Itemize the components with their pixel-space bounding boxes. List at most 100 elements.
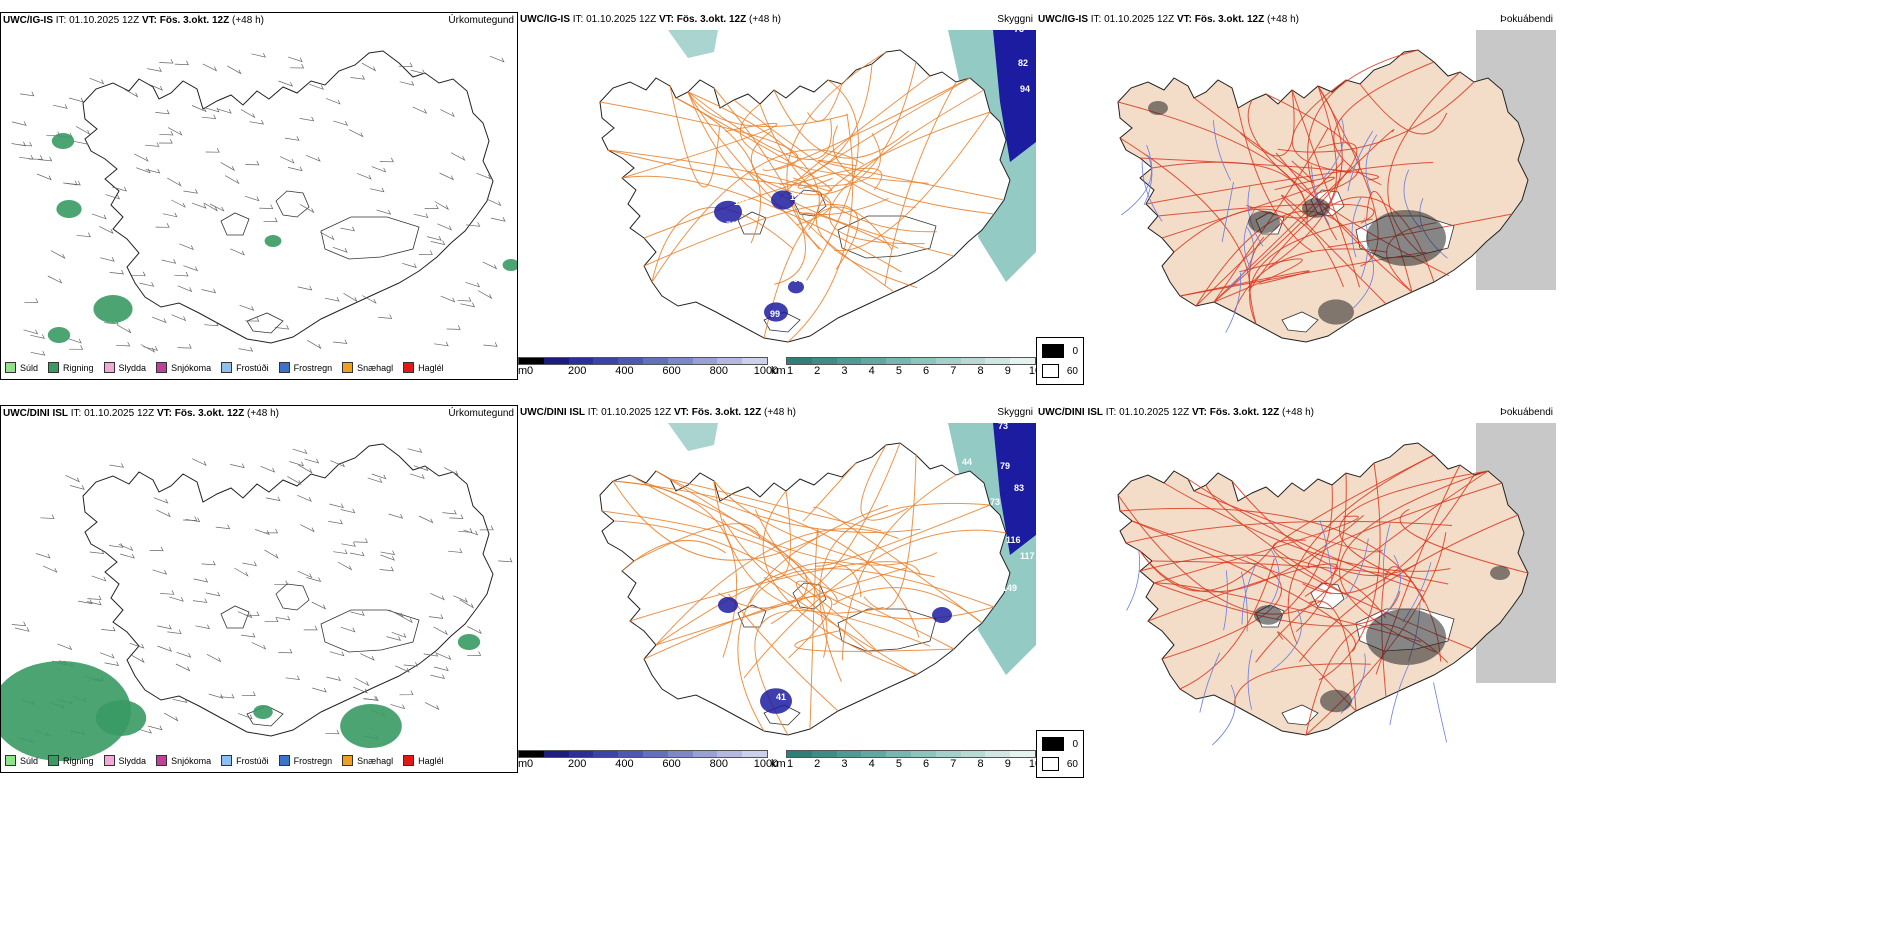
wind-barb (237, 611, 253, 619)
river-line (1360, 217, 1369, 279)
wind-barb (297, 570, 313, 579)
colorbar-tick-label: 2 (814, 365, 821, 377)
wind-barb (101, 626, 116, 632)
cloud-base-label: 116 (1006, 535, 1021, 545)
wind-barb (135, 167, 151, 174)
panel-type-label: Skyggni (997, 14, 1033, 25)
legend-item: Frostregn (278, 362, 332, 373)
wind-barb (174, 271, 189, 277)
wind-barb (116, 341, 131, 347)
rain-area (502, 259, 517, 271)
legend-label: Rigning (63, 362, 94, 373)
wind-barb (145, 168, 161, 174)
wind-barb (278, 80, 294, 87)
wind-barb (290, 63, 305, 69)
river-line (1143, 144, 1153, 206)
legend-item: Snjókoma (156, 362, 211, 373)
road-line (1277, 81, 1475, 153)
wind-barb (337, 561, 353, 571)
wind-barb (329, 651, 345, 657)
wind-barb (426, 236, 442, 241)
panel-title: UWC/IG-IS IT: 01.10.2025 12Z VT: Fös. 3.… (520, 14, 781, 25)
road-line (1240, 89, 1295, 157)
wind-barb (292, 448, 308, 454)
cloud-base-label: 117 (1020, 551, 1035, 561)
wind-barb (263, 217, 278, 223)
wind-barb (134, 153, 149, 162)
legend-label: Snæhagl (357, 362, 394, 373)
river-line (1384, 555, 1401, 616)
visibility-ticks: 1 2 3 4 5 6 7 8 9 10 (787, 365, 1041, 377)
precip-type-panel-row1: UWC/IG-IS IT: 01.10.2025 12Z VT: Fös. 3.… (0, 12, 518, 380)
colorbar-tick-label: 1000 (753, 758, 779, 770)
panel-type-label: Þokuábendi (1500, 407, 1553, 418)
road-line (1125, 520, 1453, 544)
wind-barb (159, 58, 174, 64)
wind-barb (457, 296, 472, 302)
road-line (1139, 515, 1364, 593)
fog-key-row: 60 (1042, 757, 1078, 771)
wind-barb (398, 62, 413, 68)
wind-barb (379, 157, 394, 163)
glacier-outline (837, 215, 937, 259)
wind-barb (287, 56, 303, 63)
wind-barb (444, 467, 459, 476)
river-line (1319, 520, 1333, 581)
wind-barb (486, 198, 502, 207)
road-line (762, 77, 971, 172)
legend-swatch (103, 362, 115, 373)
cloud-base-label: 44 (962, 457, 972, 467)
iceland-map-precip-row1 (11, 50, 517, 356)
wind-barb (340, 226, 356, 232)
river-line (1228, 227, 1254, 288)
wind-barb (191, 105, 207, 113)
road-line (718, 442, 901, 609)
wind-barb (245, 160, 260, 166)
wind-barb (151, 316, 167, 324)
colorbar-cell (742, 358, 767, 364)
road-line (1187, 478, 1425, 592)
wind-barb (377, 314, 393, 319)
colorbar-tick-label: 800 (709, 758, 728, 770)
road-line (599, 101, 799, 171)
wind-barb (191, 202, 207, 209)
road-line (1145, 162, 1434, 205)
cloud-base-label: 104 (734, 197, 749, 207)
wind-barb (172, 698, 188, 703)
colorbar-cell (568, 751, 594, 757)
rain-area (93, 295, 133, 323)
wind-barb (149, 546, 164, 552)
wind-barb (137, 728, 153, 734)
wind-barb (167, 127, 183, 136)
wind-barb (203, 202, 218, 212)
road-line (607, 149, 832, 226)
colorbar-cell (1010, 751, 1035, 757)
colorbar-tick-label: 0 (526, 758, 534, 770)
cloud-base-label: 79 (1000, 461, 1010, 471)
fog-key-swatch (1042, 757, 1059, 771)
wind-barb (467, 651, 482, 656)
colorbar-tick-label: 3 (841, 758, 848, 770)
colorbar-cell (717, 751, 743, 757)
wind-barb (329, 503, 344, 509)
rain-area (340, 704, 402, 748)
wind-barb (265, 496, 281, 502)
wind-barb (201, 560, 216, 566)
wind-barb (169, 596, 184, 602)
visibility-cells (786, 750, 1036, 758)
cloud-base-label: 41 (776, 692, 786, 702)
wind-barb (123, 88, 139, 98)
road-line (802, 212, 899, 293)
wind-barb (287, 476, 302, 485)
wind-barb (105, 194, 121, 200)
river-line (1199, 652, 1221, 713)
river-line (1310, 164, 1330, 225)
legend-label: Frostregn (293, 755, 333, 766)
wind-barb (89, 77, 105, 85)
wind-barb (242, 561, 257, 567)
cloud-base-ticks: 0 200 400 600 800 1000 (527, 365, 778, 377)
wind-barb (201, 114, 217, 120)
legend-item: Slydda (103, 362, 146, 373)
colorbar-cell (717, 358, 743, 364)
precip-legend: Súld Rigning Slydda Snjókoma Frostúði Frostre… (5, 755, 444, 766)
